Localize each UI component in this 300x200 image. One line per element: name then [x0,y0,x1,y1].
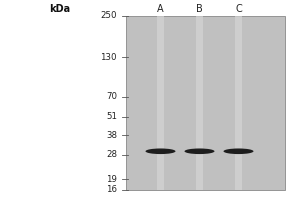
Text: 19: 19 [106,175,117,184]
Text: 250: 250 [100,11,117,20]
Text: B: B [196,4,203,14]
Bar [157,16,164,190]
Text: C: C [235,4,242,14]
Bar [235,16,242,190]
Bar [126,16,285,190]
Text: 51: 51 [106,112,117,121]
Ellipse shape [146,148,176,154]
Text: A: A [157,4,164,14]
Ellipse shape [184,148,214,154]
Ellipse shape [224,148,254,154]
Text: 38: 38 [106,131,117,140]
Text: 130: 130 [100,53,117,62]
Text: 16: 16 [106,185,117,194]
Text: 70: 70 [106,92,117,101]
Text: 28: 28 [106,150,117,159]
Text: kDa: kDa [50,4,70,14]
Bar [196,16,203,190]
